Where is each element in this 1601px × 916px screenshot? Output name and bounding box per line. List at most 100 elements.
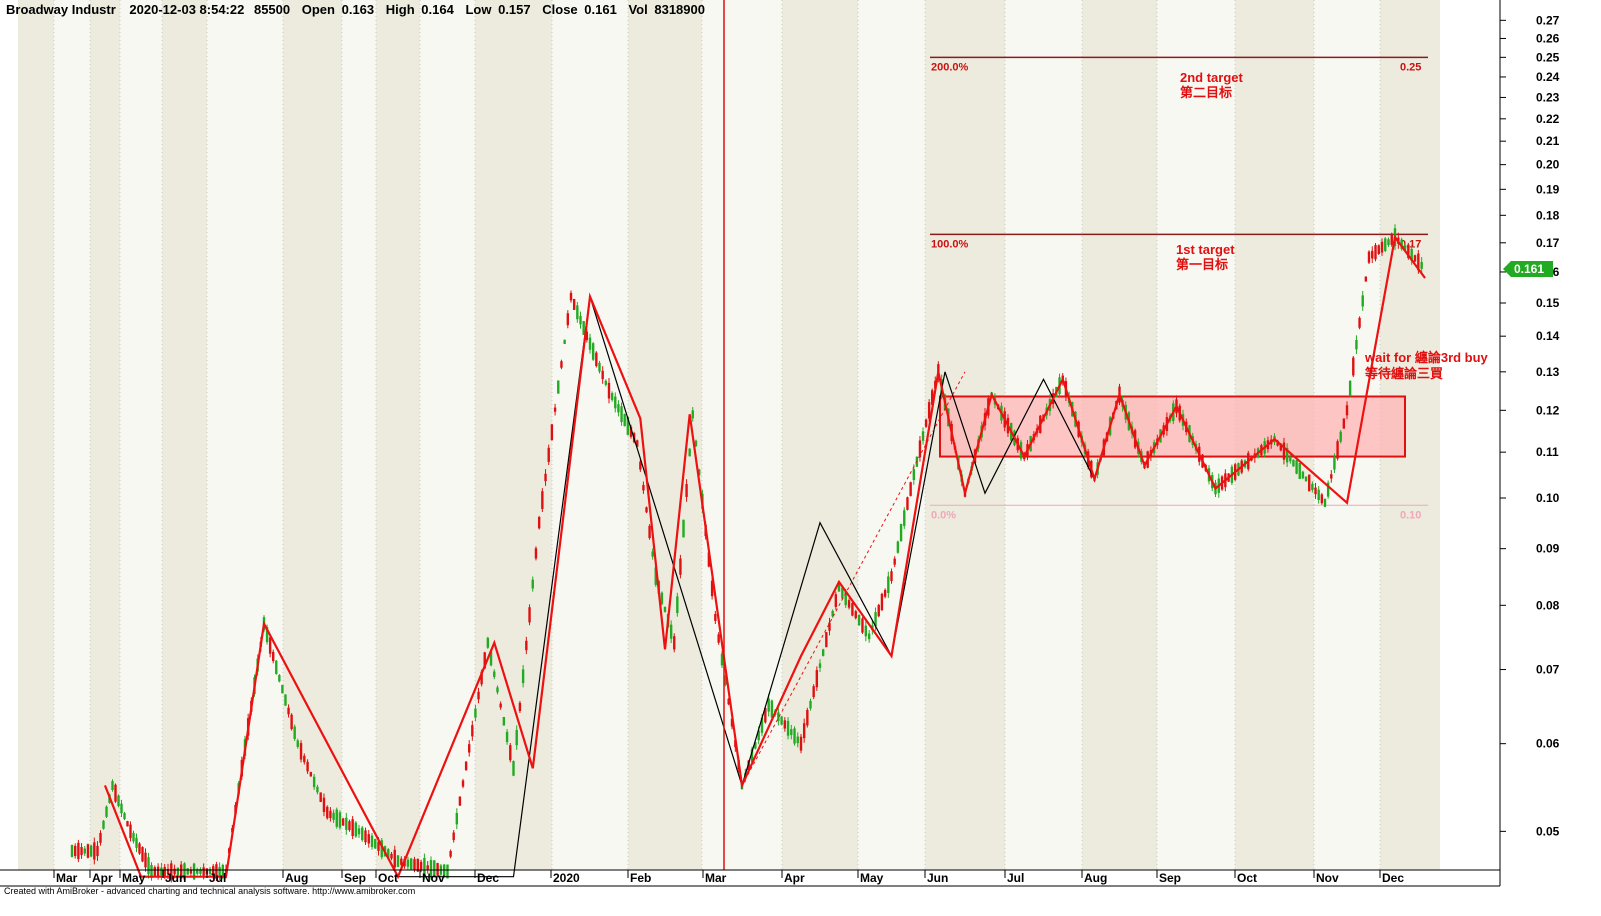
candle-down bbox=[828, 622, 831, 631]
candle-down bbox=[918, 440, 922, 458]
candle-up bbox=[563, 339, 566, 344]
y-tick-label: 0.10 bbox=[1536, 491, 1560, 505]
candle-down bbox=[126, 821, 129, 827]
candle-up bbox=[111, 781, 114, 790]
candle-up bbox=[521, 669, 525, 684]
candle-down bbox=[156, 866, 160, 877]
low-value: 0.157 bbox=[498, 2, 531, 17]
candle-down bbox=[636, 440, 639, 447]
candle-down bbox=[477, 691, 480, 700]
candle-down bbox=[566, 313, 570, 326]
y-tick-label: 0.09 bbox=[1536, 542, 1560, 556]
candle-down bbox=[812, 686, 815, 698]
candle-up bbox=[1304, 476, 1308, 482]
candle-up bbox=[218, 867, 221, 876]
candle-down bbox=[322, 797, 326, 812]
candle-down bbox=[464, 761, 468, 771]
x-month-label: Aug bbox=[285, 871, 308, 885]
candle-up bbox=[682, 519, 685, 538]
candle-down bbox=[480, 671, 483, 685]
candle-down bbox=[525, 640, 528, 651]
month-band bbox=[54, 0, 90, 870]
candle-up bbox=[921, 431, 925, 441]
candle-down bbox=[509, 745, 512, 761]
candle-up bbox=[1420, 262, 1423, 269]
candle-up bbox=[591, 343, 595, 360]
candle-up bbox=[265, 627, 269, 643]
zigzag-red bbox=[103, 234, 1426, 880]
candle-up bbox=[515, 730, 518, 746]
candle-up bbox=[423, 857, 426, 876]
candle-up bbox=[1387, 239, 1390, 246]
candle-down bbox=[541, 491, 544, 509]
wait-zh-label: 等待纏論三買 bbox=[1364, 366, 1443, 381]
candle-down bbox=[572, 299, 576, 310]
candle-down bbox=[1417, 253, 1420, 271]
candle-down bbox=[468, 744, 471, 753]
candle-up bbox=[780, 716, 783, 725]
candle-up bbox=[1400, 239, 1403, 249]
candle-down bbox=[679, 558, 682, 575]
candle-up bbox=[316, 786, 319, 793]
candle-up bbox=[474, 708, 477, 718]
x-month-label: Aug bbox=[1084, 871, 1107, 885]
candle-down bbox=[99, 832, 102, 843]
candle-up bbox=[1361, 295, 1364, 307]
candle-down bbox=[461, 780, 465, 787]
candle-down bbox=[306, 761, 309, 772]
grid-lines bbox=[53, 0, 1381, 870]
candle-up bbox=[208, 868, 212, 875]
candle-down bbox=[1371, 250, 1374, 259]
candle-up bbox=[183, 863, 186, 880]
candle-up bbox=[626, 416, 630, 435]
candle-up bbox=[620, 406, 623, 423]
candle-down bbox=[802, 723, 806, 739]
candle-down bbox=[528, 607, 531, 623]
zigzag-lines bbox=[103, 234, 1426, 880]
candle-up bbox=[1326, 482, 1330, 497]
candle-up bbox=[1410, 248, 1413, 261]
candle-down bbox=[326, 806, 329, 819]
candle-down bbox=[1413, 255, 1417, 262]
candle-up bbox=[338, 812, 342, 828]
candle-down bbox=[595, 352, 598, 367]
candle-up bbox=[598, 362, 601, 372]
candle-down bbox=[341, 818, 345, 826]
candle-down bbox=[287, 707, 290, 715]
candle-up bbox=[192, 863, 196, 880]
candle-up bbox=[380, 840, 383, 858]
candle-up bbox=[579, 316, 582, 325]
candle-down bbox=[1374, 245, 1377, 260]
candle-up bbox=[493, 671, 496, 677]
candle-up bbox=[588, 337, 592, 350]
candle-down bbox=[215, 864, 218, 879]
y-tick-label: 0.06 bbox=[1536, 737, 1560, 751]
x-month-label: Jul bbox=[1007, 871, 1024, 885]
candle-up bbox=[1384, 238, 1387, 251]
wait-en-label: wait for 纏論3rd buy bbox=[1364, 350, 1489, 365]
candle-down bbox=[170, 863, 173, 880]
candle-down bbox=[890, 571, 893, 582]
candle-down bbox=[799, 736, 803, 751]
candle-up bbox=[1355, 339, 1358, 350]
candle-down bbox=[906, 497, 909, 510]
month-band bbox=[552, 0, 628, 870]
svg-text:Broadway Industr 2020-12: Broadway Industr 2020-12-03 8:54:22 8550… bbox=[6, 2, 705, 17]
candle-down bbox=[834, 594, 838, 607]
candle-up bbox=[160, 867, 163, 876]
y-tick-label: 0.27 bbox=[1536, 13, 1560, 27]
candle-up bbox=[433, 860, 436, 878]
candle-up bbox=[374, 839, 377, 849]
candle-down bbox=[96, 845, 99, 857]
candle-up bbox=[1295, 460, 1298, 474]
x-month-label: Dec bbox=[1382, 871, 1404, 885]
candle-down bbox=[73, 845, 77, 857]
fib-price-label: 0.10 bbox=[1400, 509, 1421, 521]
candle-down bbox=[86, 844, 90, 858]
candle-up bbox=[867, 633, 871, 640]
candle-down bbox=[471, 725, 474, 737]
target1-en-label: 1st target bbox=[1176, 242, 1235, 257]
candle-down bbox=[458, 796, 462, 806]
fib-pct-label: 100.0% bbox=[931, 238, 969, 250]
